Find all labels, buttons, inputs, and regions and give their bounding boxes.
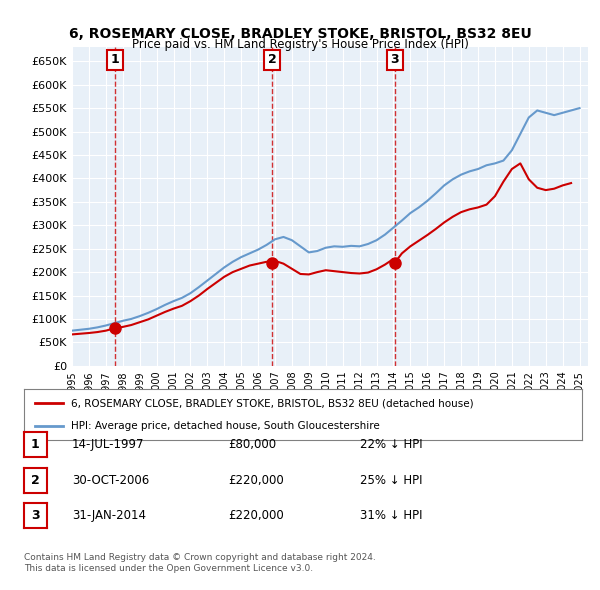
- Text: 25% ↓ HPI: 25% ↓ HPI: [360, 474, 422, 487]
- Text: HPI: Average price, detached house, South Gloucestershire: HPI: Average price, detached house, Sout…: [71, 421, 380, 431]
- Text: 2: 2: [268, 54, 277, 67]
- Text: 1: 1: [31, 438, 40, 451]
- Text: 3: 3: [31, 509, 40, 522]
- Text: 31-JAN-2014: 31-JAN-2014: [72, 509, 146, 522]
- Text: 6, ROSEMARY CLOSE, BRADLEY STOKE, BRISTOL, BS32 8EU: 6, ROSEMARY CLOSE, BRADLEY STOKE, BRISTO…: [68, 27, 532, 41]
- Text: £80,000: £80,000: [228, 438, 276, 451]
- Text: 22% ↓ HPI: 22% ↓ HPI: [360, 438, 422, 451]
- Text: 1: 1: [110, 54, 119, 67]
- Text: 14-JUL-1997: 14-JUL-1997: [72, 438, 145, 451]
- Text: 6, ROSEMARY CLOSE, BRADLEY STOKE, BRISTOL, BS32 8EU (detached house): 6, ROSEMARY CLOSE, BRADLEY STOKE, BRISTO…: [71, 398, 474, 408]
- Text: 3: 3: [391, 54, 399, 67]
- Text: 2: 2: [31, 474, 40, 487]
- Text: 31% ↓ HPI: 31% ↓ HPI: [360, 509, 422, 522]
- Text: Contains HM Land Registry data © Crown copyright and database right 2024.
This d: Contains HM Land Registry data © Crown c…: [24, 553, 376, 573]
- Text: Price paid vs. HM Land Registry's House Price Index (HPI): Price paid vs. HM Land Registry's House …: [131, 38, 469, 51]
- Text: 30-OCT-2006: 30-OCT-2006: [72, 474, 149, 487]
- Text: £220,000: £220,000: [228, 474, 284, 487]
- Text: £220,000: £220,000: [228, 509, 284, 522]
